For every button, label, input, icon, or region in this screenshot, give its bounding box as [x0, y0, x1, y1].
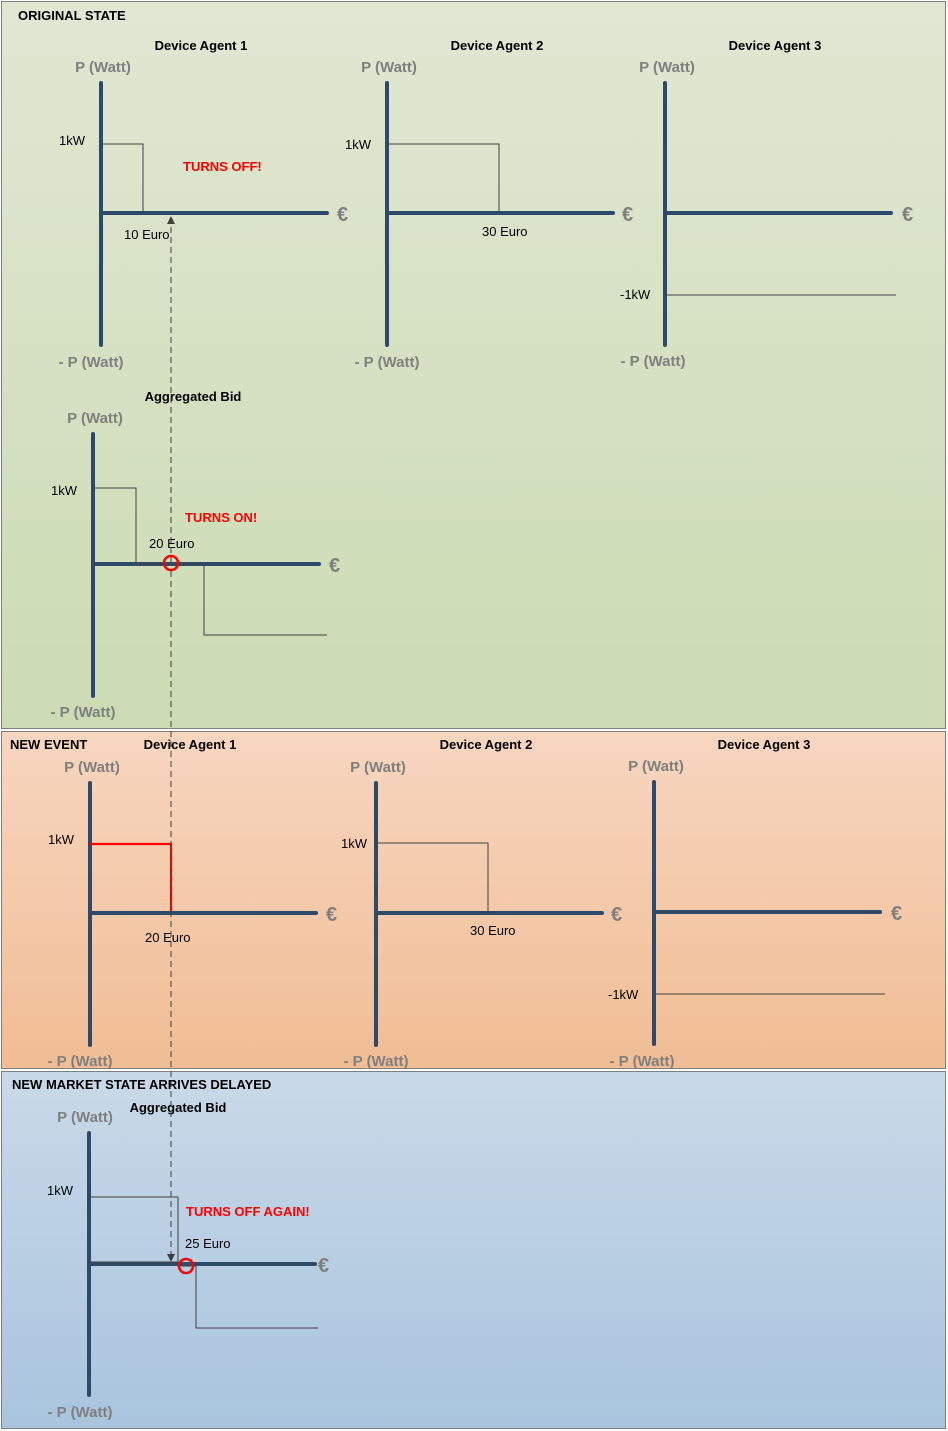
original-agent2-y-top-label: P (Watt): [361, 59, 417, 76]
event-agent1-chart: Device Agent 1 P (Watt) 1kW 20 Euro € - …: [48, 737, 338, 1070]
event-agent2-euro-label: €: [611, 904, 622, 926]
event-agent1-price-label: 20 Euro: [145, 930, 191, 945]
original-agent1-bid-curve: [101, 143, 144, 213]
market-aggregate-price-label: 25 Euro: [185, 1236, 231, 1251]
original-aggregate-y-top-label: P (Watt): [67, 410, 123, 427]
event-agent1-power-label: 1kW: [48, 832, 75, 847]
event-agent3-power-label: -1kW: [608, 987, 639, 1002]
original-aggregate-y-bottom-label: - P (Watt): [51, 704, 116, 721]
market-aggregate-euro-label: €: [318, 1255, 329, 1277]
original-agent3-title: Device Agent 3: [729, 38, 822, 53]
event-agent3-chart: Device Agent 3 P (Watt) -1kW € - P (Watt…: [608, 737, 902, 1070]
original-agent2-power-label: 1kW: [345, 137, 372, 152]
event-agent2-y-top-label: P (Watt): [350, 759, 406, 776]
event-agent3-y-bottom-label: - P (Watt): [610, 1053, 675, 1070]
original-agent2-price-label: 30 Euro: [482, 224, 528, 239]
original-agent1-price-label: 10 Euro: [124, 227, 170, 242]
market-aggregate-title: Aggregated Bid: [130, 1100, 227, 1115]
original-agent3-y-bottom-label: - P (Watt): [621, 353, 686, 370]
original-aggregate-status: TURNS ON!: [185, 510, 257, 525]
new-event-panel: [1, 731, 946, 1069]
event-agent3-euro-label: €: [891, 903, 902, 925]
market-aggregate-bid-curve: [89, 1196, 318, 1329]
event-agent1-y-top-label: P (Watt): [64, 759, 120, 776]
original-agent2-chart: Device Agent 2 P (Watt) 1kW 30 Euro € - …: [345, 38, 633, 371]
original-agent3-y-top-label: P (Watt): [639, 59, 695, 76]
market-aggregate-y-top-label: P (Watt): [57, 1109, 113, 1126]
market-aggregate-status: TURNS OFF AGAIN!: [186, 1204, 310, 1219]
event-agent2-price-label: 30 Euro: [470, 923, 516, 938]
event-agent2-chart: Device Agent 2 P (Watt) 1kW 30 Euro € - …: [341, 737, 622, 1070]
event-agent2-bid-curve: [376, 842, 489, 913]
new-event-title: NEW EVENT: [10, 737, 87, 752]
event-agent1-euro-label: €: [326, 904, 337, 926]
event-agent3-title: Device Agent 3: [718, 737, 811, 752]
new-market-state-panel: [1, 1071, 946, 1429]
market-aggregate-y-bottom-label: - P (Watt): [48, 1404, 113, 1421]
original-aggregate-euro-label: €: [329, 555, 340, 577]
original-agent3-chart: Device Agent 3 P (Watt) -1kW € - P (Watt…: [620, 38, 913, 370]
market-clearing-point-marker: [177, 1257, 195, 1275]
original-agent2-y-bottom-label: - P (Watt): [355, 354, 420, 371]
original-clearing-point-marker: [162, 554, 180, 572]
new-market-state-title: NEW MARKET STATE ARRIVES DELAYED: [12, 1077, 271, 1092]
original-agent1-euro-label: €: [337, 204, 348, 226]
original-agent3-power-label: -1kW: [620, 287, 651, 302]
original-agent3-euro-label: €: [902, 204, 913, 226]
market-aggregate-chart: Aggregated Bid P (Watt) 1kW 25 Euro TURN…: [47, 1100, 329, 1421]
original-aggregate-power-label: 1kW: [51, 483, 78, 498]
event-agent2-power-label: 1kW: [341, 836, 368, 851]
event-agent2-y-bottom-label: - P (Watt): [344, 1053, 409, 1070]
original-agent1-power-label: 1kW: [59, 133, 86, 148]
market-aggregate-power-label: 1kW: [47, 1183, 74, 1198]
original-agent1-status: TURNS OFF!: [183, 159, 262, 174]
original-state-panel: [1, 1, 946, 729]
event-agent1-y-bottom-label: - P (Watt): [48, 1053, 113, 1070]
original-agent1-chart: Device Agent 1 P (Watt) 1kW 10 Euro TURN…: [59, 38, 349, 371]
original-agent1-title: Device Agent 1: [155, 38, 248, 53]
event-agent3-y-top-label: P (Watt): [628, 758, 684, 775]
event-agent1-title: Device Agent 1: [144, 737, 237, 752]
original-agent2-euro-label: €: [622, 204, 633, 226]
original-agent1-y-top-label: P (Watt): [75, 59, 131, 76]
original-aggregate-chart: Aggregated Bid P (Watt) 1kW 20 Euro TURN…: [51, 389, 341, 721]
event-agent2-title: Device Agent 2: [440, 737, 533, 752]
original-aggregate-title: Aggregated Bid: [145, 389, 242, 404]
original-aggregate-bid-curve: [93, 487, 327, 636]
original-aggregate-price-label: 20 Euro: [149, 536, 195, 551]
event-agent1-bid-curve: [90, 842, 173, 911]
original-agent2-bid-curve: [387, 143, 500, 213]
original-agent2-title: Device Agent 2: [451, 38, 544, 53]
original-state-title: ORIGINAL STATE: [18, 8, 126, 23]
original-agent1-y-bottom-label: - P (Watt): [59, 354, 124, 371]
